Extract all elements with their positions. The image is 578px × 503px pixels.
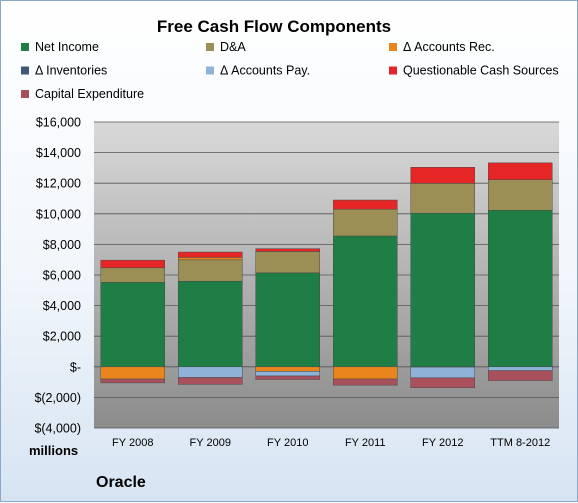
x-axis-labels: FY 2008 FY 2009 FY 2010 FY 2011 FY 2012 TTM 8…: [112, 437, 550, 449]
y-axis-ticks: $(4,000) $(2,000) $- $2,000 $4,000 $6,000 $8,0…: [34, 116, 81, 436]
legend-swatch-questionable-cash-sources: [389, 66, 397, 75]
x-category-label: FY 2008: [112, 437, 153, 449]
y-tick-label: $-: [70, 360, 81, 374]
legend-label-accounts-pay: Δ Accounts Pay.: [220, 64, 310, 78]
bar-segment-net-income: [255, 272, 320, 368]
legend-label-questionable-cash-sources: Questionable Cash Sources: [403, 64, 559, 78]
bar-segment-d-a: [410, 183, 475, 214]
bar-segment-d-a: [333, 208, 398, 237]
bar-segment-accounts-pay: [178, 366, 243, 378]
bar-segment-capital-expenditure: [178, 377, 243, 385]
legend-label-d-a: D&A: [220, 40, 246, 54]
x-category-label: FY 2010: [267, 437, 308, 449]
y-tick-label: $10,000: [36, 207, 81, 221]
company-label: Oracle: [96, 474, 146, 491]
y-tick-label: $16,000: [36, 116, 81, 130]
bar-segment-questionable-cash-sources: [178, 251, 243, 258]
bar-segment-accounts-rec: [255, 366, 320, 372]
units-label: millions: [29, 443, 78, 458]
x-category-label: TTM 8-2012: [490, 437, 550, 449]
bar-segment-accounts-pay: [255, 371, 320, 377]
y-tick-label: $6,000: [43, 269, 81, 283]
bar-segment-accounts-rec: [100, 366, 165, 380]
y-tick-label: $(4,000): [34, 422, 81, 436]
bar-segment-capital-expenditure: [410, 377, 475, 389]
bar-segment-questionable-cash-sources: [410, 167, 475, 184]
bar-segment-capital-expenditure: [255, 375, 320, 380]
bar-segment-capital-expenditure: [333, 378, 398, 386]
bar-segment-d-a: [255, 251, 320, 274]
bar-segment-questionable-cash-sources: [100, 259, 165, 269]
x-category-label: FY 2012: [422, 437, 463, 449]
legend-label-net-income: Net Income: [35, 40, 99, 54]
x-category-label: FY 2009: [190, 437, 231, 449]
bar-segment-d-a: [178, 259, 243, 282]
y-tick-label: $8,000: [43, 238, 81, 252]
bar-segment-accounts-rec: [333, 366, 398, 380]
bar-segment-capital-expenditure: [488, 370, 553, 381]
y-tick-label: $(2,000): [34, 391, 81, 405]
y-tick-label: $2,000: [43, 330, 81, 344]
bar-segment-accounts-rec: [178, 257, 243, 261]
bar-stacks: [100, 162, 553, 389]
legend-swatch-accounts-rec: [389, 43, 397, 51]
legend-swatch-accounts-pay: [206, 66, 214, 75]
bar-segment-d-a: [100, 267, 165, 283]
bar-segment-accounts-pay: [410, 366, 475, 379]
bar-segment-net-income: [178, 281, 243, 368]
gridlines: [94, 121, 559, 429]
legend-swatch-d-a: [206, 43, 214, 51]
chart-title: Free Cash Flow Components: [157, 17, 391, 36]
legend: Net Income D&A Δ Accounts Rec. Δ Inventorie…: [21, 40, 559, 101]
legend-swatch-inventories: [21, 66, 29, 75]
legend-label-inventories: Δ Inventories: [35, 64, 107, 78]
bar-segment-net-income: [488, 210, 553, 368]
legend-swatch-capital-expenditure: [21, 90, 29, 98]
bar-segment-questionable-cash-sources: [488, 162, 553, 180]
legend-swatch-net-income: [21, 43, 29, 51]
y-tick-label: $14,000: [36, 146, 81, 160]
y-tick-label: $4,000: [43, 299, 81, 313]
bar-segment-questionable-cash-sources: [333, 199, 398, 210]
bar-segment-net-income: [100, 282, 165, 368]
bar-segment-net-income: [333, 235, 398, 368]
bar-segment-net-income: [410, 212, 475, 368]
legend-label-accounts-rec: Δ Accounts Rec.: [403, 40, 495, 54]
bar-segment-capital-expenditure: [100, 378, 165, 384]
y-tick-label: $12,000: [36, 177, 81, 191]
x-category-label: FY 2011: [345, 437, 386, 449]
bar-segment-d-a: [488, 179, 553, 211]
bar-segment-questionable-cash-sources: [255, 248, 320, 252]
legend-label-capital-expenditure: Capital Expenditure: [35, 87, 144, 101]
bar-segment-accounts-pay: [488, 366, 553, 371]
